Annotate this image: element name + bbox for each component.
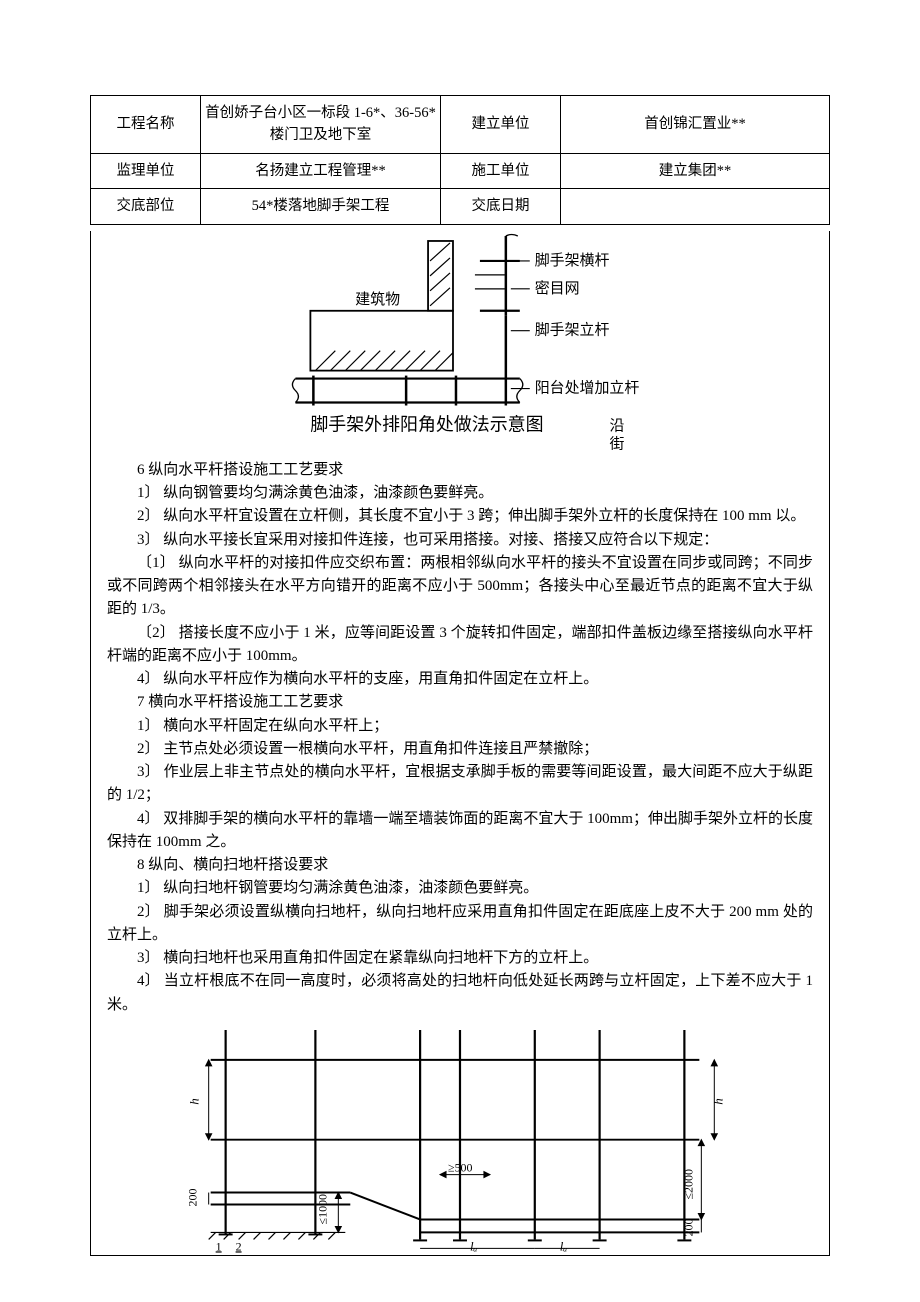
d2-1000: ≤1000 [315, 1194, 329, 1224]
d1-label-cross: 脚手架横杆 [535, 252, 610, 269]
d2-500: ≥500 [448, 1160, 473, 1174]
s8-3: 3〕 横向扫地杆也采用直角扣件固定在紧靠纵向扫地杆下方的立杆上。 [107, 947, 813, 970]
body-text: 6 纵向水平杆搭设施工工艺要求 1〕 纵向钢管要均匀满涂黄色油漆，油漆颜色要鲜亮… [91, 459, 829, 1021]
s8-1: 1〕 纵向扫地杆钢管要均匀满涂黄色油漆，油漆颜色要鲜亮。 [107, 877, 813, 900]
s8-4: 4〕 当立杆根底不在同一高度时，必须将高处的扫地杆向低处延长两跨与立杆固定，上下… [107, 970, 813, 1017]
d1-label-building: 建筑物 [355, 291, 400, 308]
hdr-r1c2: 首创娇子台小区一标段 1-6*、36-56*楼门卫及地下室 [201, 96, 441, 154]
d2-2000: ≤2000 [681, 1169, 695, 1199]
hdr-r2c4: 建立集团** [561, 153, 830, 188]
d2-la2: lₐ [560, 1238, 568, 1253]
diagram-sweep-bar: 200 ≤1000 ≥500 ≤2000 200 lₐ lₐ h h 1 2 [91, 1025, 829, 1255]
d1-label-upright: 脚手架立杆 [535, 322, 610, 339]
d2-n2: 2 [236, 1239, 242, 1253]
d1-label-extra: 阳台处增加立杆 [535, 379, 640, 396]
hdr-r3c3: 交底日期 [441, 189, 561, 224]
d1-side-b: 街 [610, 435, 625, 450]
s8-title: 8 纵向、横向扫地杆搭设要求 [107, 854, 813, 877]
s6-4: 4〕 纵向水平杆应作为横向水平杆的支座，用直角扣件固定在立杆上。 [107, 668, 813, 691]
s7-2: 2〕 主节点处必须设置一根横向水平杆，用直角扣件连接且严禁撤除； [107, 738, 813, 761]
s6-3-2: 〔2〕 搭接长度不应小于 1 米，应等间距设置 3 个旋转扣件固定，端部扣件盖板… [107, 622, 813, 669]
d2-n1: 1 [216, 1239, 222, 1253]
d2-h2: h [710, 1098, 725, 1104]
d1-caption: 脚手架外排阳角处做法示意图 [310, 414, 543, 434]
d2-200l: 200 [186, 1188, 200, 1206]
hdr-r3c1: 交底部位 [91, 189, 201, 224]
d2-la1: lₐ [470, 1238, 478, 1253]
hdr-r2c1: 监理单位 [91, 153, 201, 188]
hdr-r2c2: 名扬建立工程管理** [201, 153, 441, 188]
hdr-r1c1: 工程名称 [91, 96, 201, 154]
s7-3: 3〕 作业层上非主节点处的横向水平杆，宜根据支承脚手板的需要等间距设置，最大间距… [107, 761, 813, 808]
s7-1: 1〕 横向水平杆固定在纵向水平杆上； [107, 715, 813, 738]
hdr-r1c4: 首创锦汇置业** [561, 96, 830, 154]
s7-4: 4〕 双排脚手架的横向水平杆的靠墙一端至墙装饰面的距离不宜大于 100mm；伸出… [107, 808, 813, 855]
d2-200r: 200 [681, 1218, 695, 1236]
s8-2: 2〕 脚手架必须设置纵横向扫地杆，纵向扫地杆应采用直角扣件固定在距底座上皮不大于… [107, 901, 813, 948]
diagram-balcony-corner: 建筑物 脚手架横杆 密目网 脚手架立杆 阳台处增加立杆 脚手架外排阳角处做法示意… [91, 231, 829, 451]
d2-h1: h [187, 1098, 202, 1104]
d1-label-net: 密目网 [535, 280, 580, 297]
s7-title: 7 横向水平杆搭设施工工艺要求 [107, 691, 813, 714]
s6-1: 1〕 纵向钢管要均匀满涂黄色油漆，油漆颜色要鲜亮。 [107, 482, 813, 505]
s6-2: 2〕 纵向水平杆宜设置在立杆侧，其长度不宜小于 3 跨；伸出脚手架外立杆的长度保… [107, 505, 813, 528]
d1-side-a: 沿 [610, 417, 625, 434]
hdr-r1c3: 建立单位 [441, 96, 561, 154]
s6-3-1: 〔1〕 纵向水平杆的对接扣件应交织布置：两根相邻纵向水平杆的接头不宜设置在同步或… [107, 552, 813, 622]
hdr-r3c2: 54*楼落地脚手架工程 [201, 189, 441, 224]
header-table: 工程名称 首创娇子台小区一标段 1-6*、36-56*楼门卫及地下室 建立单位 … [90, 95, 830, 225]
hdr-r2c3: 施工单位 [441, 153, 561, 188]
s6-title: 6 纵向水平杆搭设施工工艺要求 [107, 459, 813, 482]
content-wrap: 建筑物 脚手架横杆 密目网 脚手架立杆 阳台处增加立杆 脚手架外排阳角处做法示意… [90, 231, 830, 1256]
hdr-r3c4 [561, 189, 830, 224]
s6-3: 3〕 纵向水平接长宜采用对接扣件连接，也可采用搭接。对接、搭接又应符合以下规定： [107, 529, 813, 552]
